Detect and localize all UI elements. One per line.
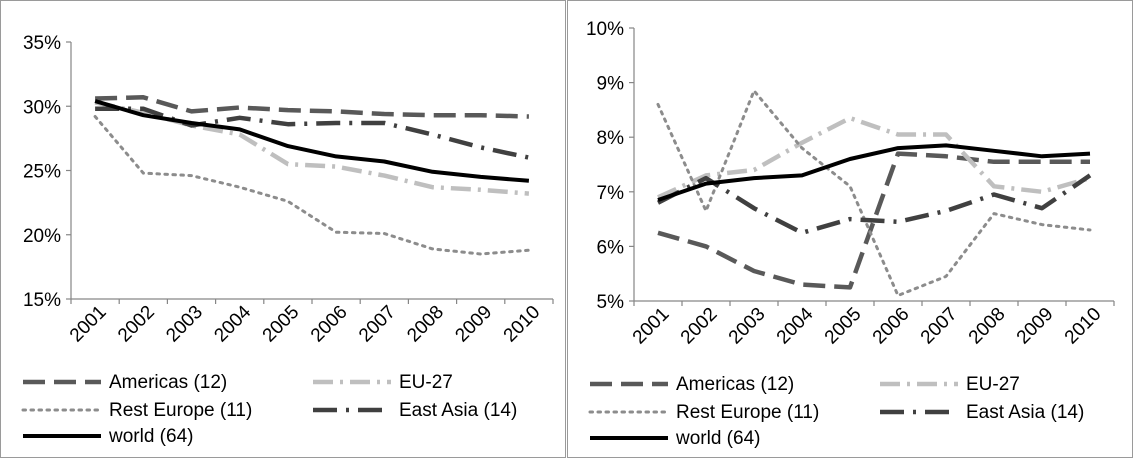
x-tick-label: 2006	[307, 302, 352, 347]
x-tick-label: 2007	[917, 304, 962, 349]
x-tick-label: 2010	[1061, 304, 1106, 349]
x-tick-label: 2003	[725, 304, 770, 349]
series-line-eu-27	[657, 115, 1091, 200]
x-tick-label: 2001	[629, 304, 674, 349]
y-tick-label: 8%	[597, 128, 625, 149]
y-tick-label: 6%	[597, 237, 625, 258]
x-tick-label: 2008	[403, 302, 448, 347]
legend-label: world (64)	[675, 428, 760, 449]
legend-label: East Asia (14)	[966, 402, 1084, 423]
y-tick-label: 30%	[23, 97, 61, 118]
x-tick-label: 2009	[1013, 304, 1058, 349]
legend-label: Rest Europe (11)	[109, 400, 252, 421]
series-line-rest-europe-11	[656, 89, 1092, 297]
series-line-rest-europe-11	[93, 115, 531, 256]
y-tick-label: 5%	[597, 292, 625, 313]
series-line-world-64	[94, 99, 530, 183]
y-tick-label: 10%	[586, 19, 624, 40]
left-line-chart: 15%20%25%30%35%2001 2002 2003 2004 2005 2006 2…	[21, 33, 554, 447]
x-tick-label: 2003	[162, 302, 207, 347]
left-chart-panel: 15% 20% 25% 30% 35% 2001 2002 2003 2004 2005 2006 2…	[0, 0, 566, 458]
legend-label: world (64)	[108, 426, 193, 447]
legend-label: EU-27	[399, 372, 453, 393]
x-tick-label: 2007	[355, 302, 400, 347]
x-tick-label: 2005	[821, 304, 866, 349]
legend-label: Rest Europe (11)	[676, 402, 819, 423]
legend-label: East Asia (14)	[399, 400, 517, 421]
x-tick-label: 2005	[259, 302, 304, 347]
x-tick-label: 2004	[773, 303, 818, 348]
series-line-americas-12	[95, 95, 529, 119]
x-tick-label: 2002	[114, 302, 159, 347]
x-tick-label: 2004	[210, 301, 255, 346]
x-tick-label: 2001	[66, 302, 111, 347]
x-tick-label: 2009	[451, 302, 496, 347]
x-tick-label: 2006	[869, 304, 914, 349]
y-tick-label: 25%	[23, 162, 61, 183]
right-line-chart: 5%6%7%8%9%10%2001 2002 2003 2004 2005 2006 200…	[586, 19, 1115, 449]
legend-label: Americas (12)	[109, 372, 227, 393]
x-tick-label: 2002	[677, 304, 722, 349]
series-line-world-64	[657, 143, 1091, 202]
x-tick-label: 2008	[965, 304, 1010, 349]
y-tick-label: 35%	[23, 33, 61, 54]
x-tick-label: 2010	[500, 302, 545, 347]
y-tick-label: 9%	[597, 74, 625, 95]
series-line-east-asia-14	[656, 173, 1092, 236]
legend-label: Americas (12)	[676, 374, 794, 395]
series-line-east-asia-14	[95, 106, 530, 160]
y-tick-label: 15%	[23, 290, 61, 311]
y-tick-label: 7%	[597, 183, 625, 204]
series-line-americas-12	[657, 151, 1090, 290]
right-chart-panel: 5% 6% 7% 8% 9% 10% 2001 2002 2003 2004 2005 2006 200…	[567, 0, 1133, 458]
y-tick-label: 20%	[23, 226, 61, 247]
legend-label: EU-27	[966, 374, 1020, 395]
